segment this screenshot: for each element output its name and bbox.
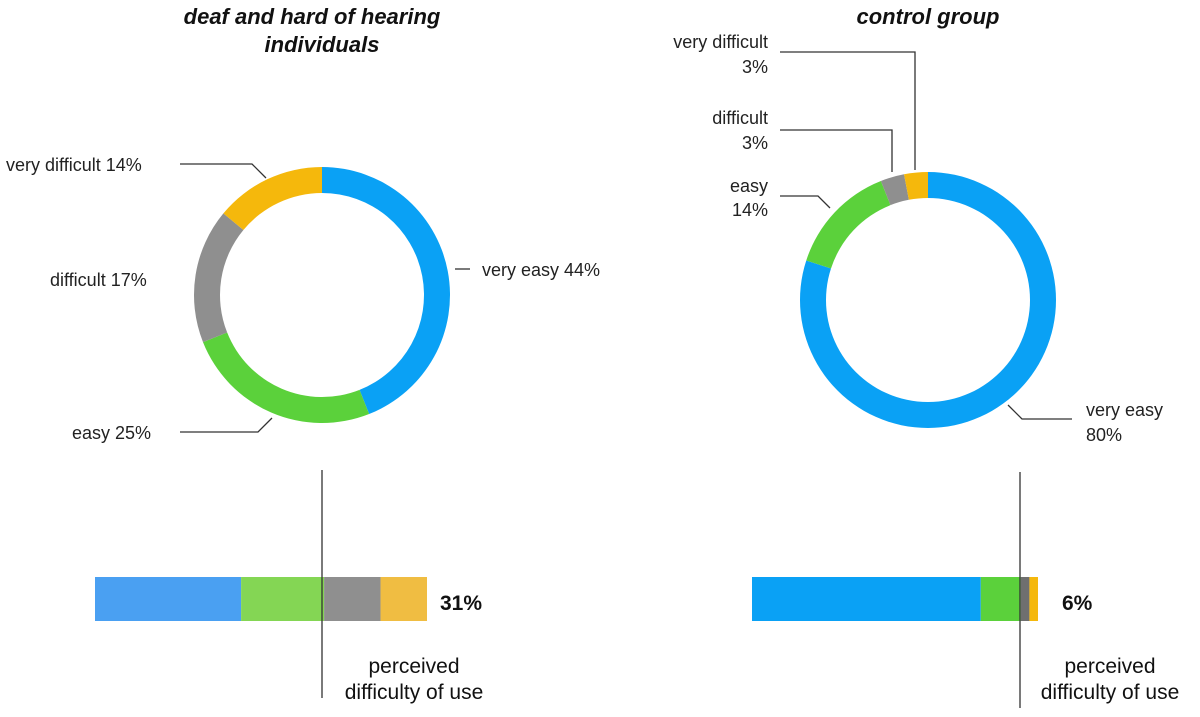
left-panel: deaf and hard of hearing individuals ver… <box>6 4 600 704</box>
left-axis-label-line1: perceived <box>368 655 459 678</box>
left-title-line1: deaf and hard of hearing <box>184 4 441 29</box>
left-stacked-bar <box>95 577 427 621</box>
right-label-very-difficult-value: 3% <box>742 57 768 77</box>
left-donut-slice-difficult <box>194 213 244 343</box>
left-bar-segment-very-easy <box>95 577 242 621</box>
left-bar-segment-very-difficult <box>380 577 427 621</box>
left-donut-chart <box>194 167 451 423</box>
right-donut-chart <box>800 172 1056 428</box>
left-label-easy: easy 25% <box>72 423 151 443</box>
left-bar-summary: 31% <box>440 592 482 615</box>
left-leader-easy <box>180 417 273 433</box>
right-label-easy-name: easy <box>730 176 768 196</box>
right-label-easy-value: 14% <box>732 200 768 220</box>
left-bar-segment-difficult <box>324 577 381 621</box>
right-stacked-bar <box>752 577 1038 621</box>
right-donut-slice-difficult <box>880 174 909 206</box>
left-axis-label-line2: difficulty of use <box>345 681 484 704</box>
right-donut-slice-very-difficult <box>904 172 928 200</box>
left-title-line2: individuals <box>265 32 380 57</box>
right-label-difficult-value: 3% <box>742 133 768 153</box>
left-label-very-easy: very easy 44% <box>482 260 600 280</box>
right-axis-label-line1: perceived <box>1064 655 1155 678</box>
right-leader-difficult <box>780 129 893 172</box>
right-label-very-difficult-name: very difficult <box>673 32 768 52</box>
right-bar-segment-very-difficult <box>1029 577 1038 621</box>
left-donut-slice-very-difficult <box>223 167 322 230</box>
right-bar-summary: 6% <box>1062 592 1093 615</box>
right-title: control group <box>857 4 1000 29</box>
right-leader-very-easy <box>1007 404 1072 420</box>
right-bar-segment-very-easy <box>752 577 981 621</box>
right-label-very-easy-value: 80% <box>1086 425 1122 445</box>
left-donut-slice-very-easy <box>322 167 451 415</box>
left-bar-segment-easy <box>241 577 325 621</box>
left-label-very-difficult: very difficult 14% <box>6 155 142 175</box>
right-label-very-easy-name: very easy <box>1086 400 1163 420</box>
right-bar-segment-easy <box>980 577 1021 621</box>
right-leader-easy <box>780 195 831 209</box>
left-leader-very-difficult <box>180 163 267 179</box>
right-bar-segment-difficult <box>1020 577 1030 621</box>
right-leader-very-difficult <box>780 51 916 170</box>
right-donut-slice-easy <box>806 180 891 269</box>
right-axis-label-line2: difficulty of use <box>1041 681 1180 704</box>
left-label-difficult: difficult 17% <box>50 270 147 290</box>
right-panel: control group very easy 80% easy 14% dif… <box>673 4 1179 708</box>
left-donut-slice-easy <box>202 332 370 423</box>
right-label-difficult-name: difficult <box>712 108 768 128</box>
